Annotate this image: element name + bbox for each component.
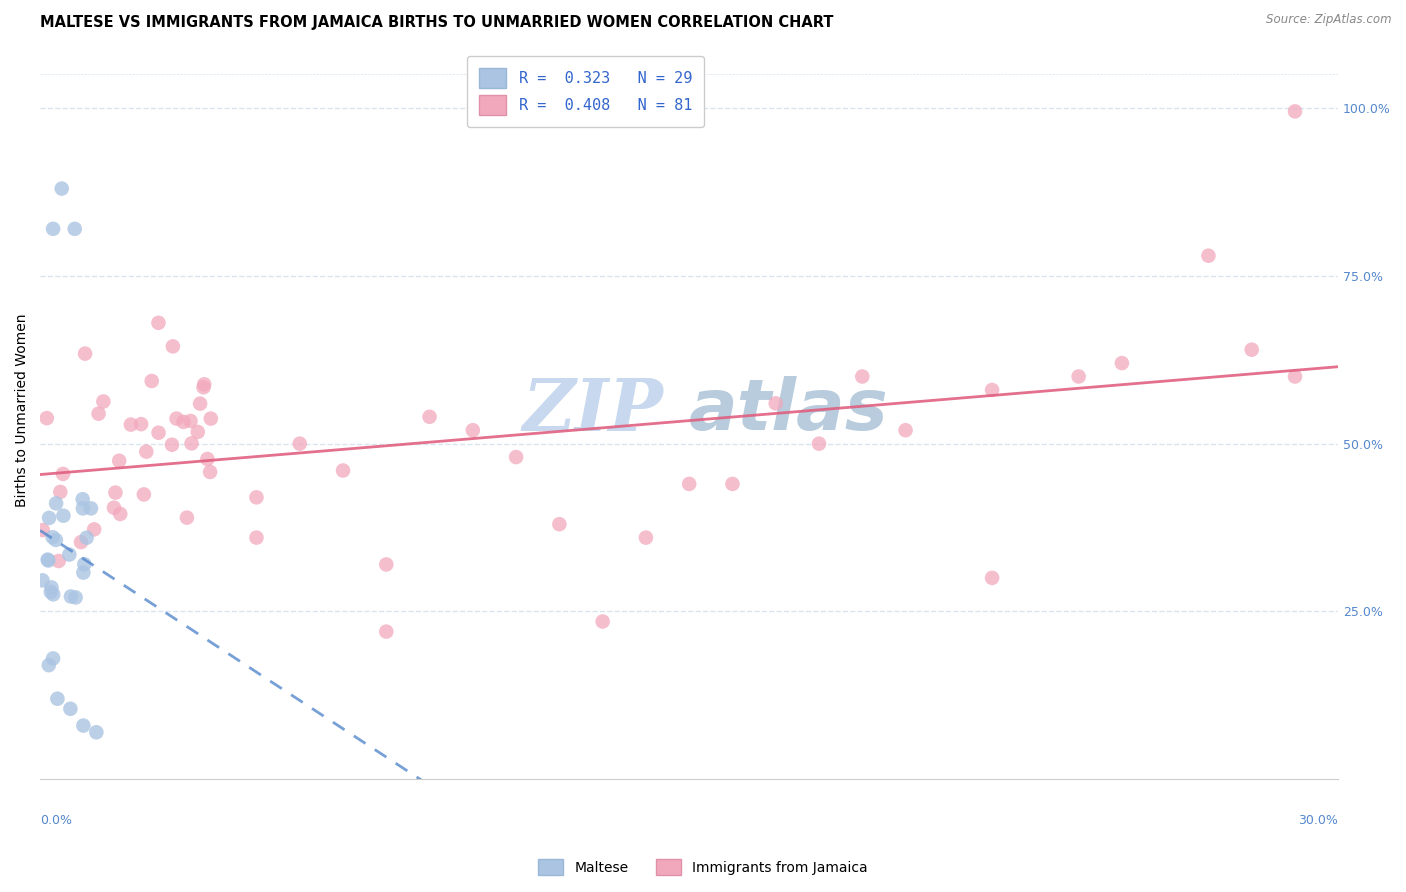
- Text: MALTESE VS IMMIGRANTS FROM JAMAICA BIRTHS TO UNMARRIED WOMEN CORRELATION CHART: MALTESE VS IMMIGRANTS FROM JAMAICA BIRTH…: [41, 15, 834, 30]
- Point: [160, 438, 183, 452]
- Point: [375, 624, 398, 639]
- Point: [86, 725, 108, 739]
- Point: [851, 369, 873, 384]
- Point: [245, 491, 267, 505]
- Point: [1284, 104, 1306, 119]
- Point: [288, 436, 311, 450]
- Point: [75, 346, 97, 360]
- Point: [193, 380, 215, 394]
- Point: [37, 553, 59, 567]
- Text: 0.0%: 0.0%: [41, 814, 72, 827]
- Point: [180, 414, 202, 428]
- Point: [38, 658, 60, 673]
- Y-axis label: Births to Unmarried Women: Births to Unmarried Women: [15, 313, 30, 507]
- Text: ZIP: ZIP: [523, 375, 664, 446]
- Point: [808, 436, 831, 450]
- Point: [981, 383, 1004, 397]
- Point: [52, 467, 75, 481]
- Point: [135, 444, 157, 458]
- Legend: R =  0.323   N = 29, R =  0.408   N = 81: R = 0.323 N = 29, R = 0.408 N = 81: [467, 56, 704, 128]
- Point: [83, 522, 105, 536]
- Point: [894, 423, 917, 437]
- Point: [72, 501, 94, 516]
- Point: [180, 436, 202, 450]
- Point: [49, 484, 72, 499]
- Point: [129, 417, 152, 431]
- Point: [148, 425, 170, 440]
- Point: [765, 396, 787, 410]
- Point: [63, 222, 86, 236]
- Point: [1284, 369, 1306, 384]
- Point: [172, 415, 194, 429]
- Point: [505, 450, 527, 464]
- Point: [592, 615, 614, 629]
- Point: [721, 477, 744, 491]
- Point: [200, 411, 222, 425]
- Point: [48, 554, 70, 568]
- Point: [1067, 369, 1090, 384]
- Point: [42, 651, 65, 665]
- Legend: Maltese, Immigrants from Jamaica: Maltese, Immigrants from Jamaica: [533, 854, 873, 880]
- Point: [981, 571, 1004, 585]
- Point: [76, 531, 98, 545]
- Point: [108, 454, 131, 468]
- Point: [51, 181, 73, 195]
- Point: [39, 585, 62, 599]
- Point: [72, 492, 94, 507]
- Text: atlas: atlas: [689, 376, 889, 444]
- Point: [634, 531, 657, 545]
- Point: [104, 485, 127, 500]
- Point: [42, 587, 65, 601]
- Point: [72, 566, 94, 580]
- Point: [35, 411, 58, 425]
- Point: [45, 496, 67, 510]
- Point: [461, 423, 484, 437]
- Point: [65, 591, 87, 605]
- Point: [1240, 343, 1263, 357]
- Text: Source: ZipAtlas.com: Source: ZipAtlas.com: [1267, 13, 1392, 27]
- Point: [37, 552, 59, 566]
- Point: [245, 531, 267, 545]
- Point: [70, 535, 93, 549]
- Point: [120, 417, 142, 432]
- Point: [148, 316, 170, 330]
- Point: [46, 691, 69, 706]
- Point: [176, 510, 198, 524]
- Point: [132, 487, 155, 501]
- Point: [87, 407, 110, 421]
- Point: [80, 501, 103, 516]
- Point: [45, 533, 67, 547]
- Point: [42, 222, 65, 236]
- Point: [162, 339, 184, 353]
- Point: [678, 477, 700, 491]
- Point: [31, 574, 53, 588]
- Point: [72, 718, 94, 732]
- Point: [197, 452, 219, 467]
- Point: [73, 557, 96, 571]
- Point: [188, 396, 211, 410]
- Text: 30.0%: 30.0%: [1298, 814, 1339, 827]
- Point: [1197, 249, 1219, 263]
- Point: [52, 508, 75, 523]
- Point: [419, 409, 441, 424]
- Point: [38, 511, 60, 525]
- Point: [110, 507, 132, 521]
- Point: [31, 523, 53, 537]
- Point: [193, 377, 215, 392]
- Point: [166, 411, 188, 425]
- Point: [141, 374, 163, 388]
- Point: [41, 581, 63, 595]
- Point: [1111, 356, 1133, 370]
- Point: [103, 500, 125, 515]
- Point: [59, 590, 82, 604]
- Point: [41, 530, 63, 544]
- Point: [187, 425, 209, 439]
- Point: [548, 517, 571, 532]
- Point: [332, 463, 354, 477]
- Point: [59, 702, 82, 716]
- Point: [58, 548, 80, 562]
- Point: [93, 394, 115, 409]
- Point: [198, 465, 221, 479]
- Point: [375, 558, 398, 572]
